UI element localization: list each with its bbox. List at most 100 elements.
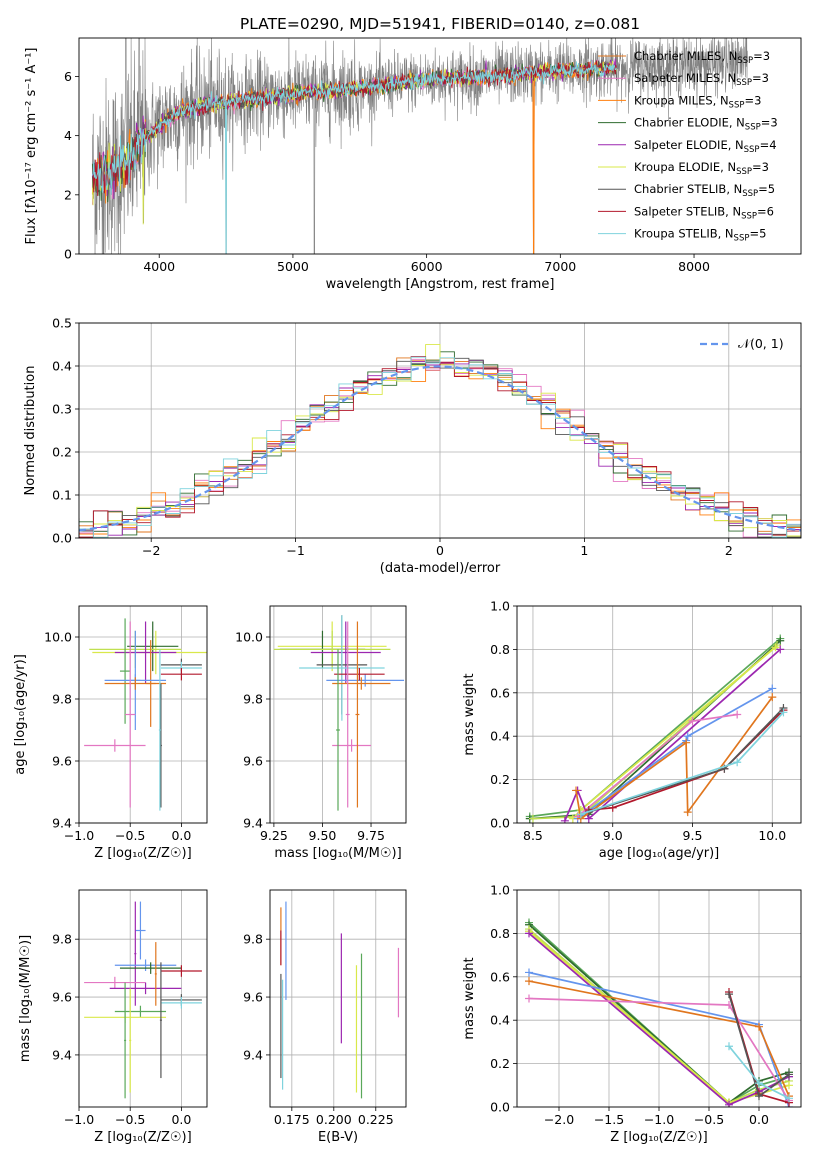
age_vs_mass-errorbar-point [332,739,372,752]
age_vs_mass-x-tick-label: 9.75 [357,828,385,843]
age_vs_mass-errorbar-point [345,621,350,808]
massweight_vs_Z-xlabel: Z [log₁₀(Z/Z☉)] [610,1130,707,1145]
age_vs_mass-y-tick-label: 9.8 [243,692,263,707]
massweight_vs_age-point-marker [576,810,585,819]
normal-curve [79,365,801,532]
age_vs_Z-frame [78,605,208,824]
age_vs_mass-errorbar-point [299,615,385,721]
massweight_vs_age-series-line [575,696,773,821]
age_vs_mass-x-tick-label: 9.50 [309,828,337,843]
legend-label-suffix: =3 [752,160,769,174]
legend-label-sub: SSP [737,56,753,66]
age_vs_mass-y-tick-label: 9.6 [243,754,263,769]
age_vs_mass-x-tick-label: 9.25 [260,828,288,843]
mass_vs_ebv-x-tick-label: 0.200 [316,1112,352,1127]
spectrum-legend-label: Chabrier ELODIE, NSSP=3 [634,116,778,133]
residuals-x-tick-label: 2 [725,543,733,558]
massweight_vs_Z-point-marker [785,1070,793,1079]
massweight_vs_Z-x-tick-label: −0.5 [694,1112,724,1127]
massweight_vs_Z-x-tick-label: 0.0 [749,1112,769,1127]
massweight_vs_Z-point-marker [525,968,533,977]
mass_vs_Z-errorbar-point [135,901,146,960]
residuals-x-tick-label: −2 [142,543,160,558]
mass_vs_Z-errorbar-point [160,997,202,1009]
age_vs_Z-y-tick-label: 10.0 [44,630,72,645]
residuals-legend-label: 𝒩(0, 1) [738,336,784,351]
residuals-xlabel: (data-model)/error [380,561,501,576]
massweight_vs_Z-point-marker [725,1042,733,1051]
massweight_vs_age-series-line [529,640,781,820]
age_vs_mass-errorbar-point [326,674,405,687]
mass_vs_Z-errorbar-point [154,942,157,1006]
spectrum-axes: 4000 5000 6000 7000 8000 0 2 4 6 wavelength [Angs… [24,38,778,292]
spectrum-x-tick-label: 7000 [544,259,576,274]
massweight_vs_age-x-tick-label: 9.0 [603,828,623,843]
age_vs_Z-errorbar-point [104,677,167,690]
spectrum-xlabel: wavelength [Angstrom, rest frame] [326,277,555,292]
residuals-y-tick-label: 0.4 [52,359,72,374]
massweight_vs_age-axes: 8.5 9.0 9.5 10.0 0.0 0.2 0.4 0.6 0.8 1.0 age [log₁… [462,599,801,861]
spectrum-x-tick-label: 8000 [678,259,710,274]
legend-label-text: Salpeter ELODIE, N [634,138,744,152]
age_vs_Z-x-tick-label: −0.5 [115,828,145,843]
mass_vs_Z-y-tick-label: 9.4 [52,1047,72,1062]
legend-label-text: Kroupa ELODIE, N [634,160,736,174]
spectrum-x-tick-label: 4000 [143,259,175,274]
massweight_vs_Z-point-marker [785,1094,793,1103]
age_vs_mass-errorbar-point [332,677,391,690]
massweight_vs_age-point-marker [768,693,777,702]
age_vs_mass-errorbar-point [355,621,360,808]
legend-label-sub: SSP [742,189,758,199]
legend-label-text: Chabrier STELIB, N [634,182,742,196]
legend-label-suffix: =3 [752,71,769,85]
residuals-y-tick-label: 0.2 [52,445,72,460]
age_vs_Z-x-tick-label: 0.0 [171,828,191,843]
mass_vs_Z-frame [78,889,208,1108]
residuals-ylabel: Normed distribution [23,366,38,496]
age_vs_mass-errorbar-point [334,668,385,681]
legend-label-text: Salpeter STELIB, N [634,204,741,218]
residuals-x-tick-label: 0 [436,543,444,558]
residual-histogram [79,356,801,538]
legend-label-sub: SSP [741,211,757,221]
legend-label-text: Kroupa STELIB, N [634,227,734,241]
mass_vs_ebv-frame [269,889,407,1108]
massweight_vs_Z-y-tick-label: 0.8 [490,926,510,941]
residuals-frame [78,322,802,539]
residual-histogram [79,356,801,538]
legend-label-text: Chabrier MILES, N [634,49,737,63]
mass_vs_ebv-y-tick-label: 9.6 [243,990,263,1005]
spectrum-frame [78,37,802,255]
mass_vs_Z-errorbar-point [114,959,177,972]
figure-title: PLATE=0290, MJD=51941, FIBERID=0140, z=0… [240,15,640,33]
mass_vs_ebv-y-tick-label: 9.4 [243,1047,263,1062]
mass_vs_Z-y-tick-label: 9.8 [52,932,72,947]
massweight_vs_age-y-tick-label: 0.6 [490,685,510,700]
mass_vs_Z-x-tick-label: −1.0 [64,1112,94,1127]
spectrum-legend-label: Chabrier MILES, NSSP=3 [634,49,770,66]
age_vs_mass-errorbar-point [336,649,340,811]
spectrum-y-tick-label: 2 [64,187,72,202]
massweight_vs_age-x-tick-label: 8.5 [523,828,543,843]
age_vs_mass-xlabel: mass [log₁₀(M/M☉)] [274,846,401,861]
massweight_vs_Z-y-tick-label: 0.6 [490,969,510,984]
spectrum-data-line [92,38,748,254]
spectrum-legend-label: Salpeter STELIB, NSSP=6 [634,204,774,221]
legend-label-suffix: =4 [760,138,777,152]
mass_vs_Z-errorbar-point [159,962,162,1079]
age_vs_Z-x-tick-label: −1.0 [64,828,94,843]
mass_vs_ebv-y-tick-label: 9.8 [243,932,263,947]
spectrum-x-tick-label: 5000 [277,259,309,274]
age_vs_mass-y-tick-label: 9.4 [243,816,263,831]
massweight_vs_Z-point-marker [785,1081,793,1090]
age_vs_Z-errorbar-point [119,618,131,724]
spectrum-y-tick-label: 0 [64,247,72,262]
spectrum-legend-label: Salpeter MILES, NSSP=3 [634,71,769,88]
massweight_vs_Z-point-marker [755,1022,763,1031]
mass_vs_Z-y-tick-label: 9.6 [52,990,72,1005]
mass_vs_Z-xlabel: Z [log₁₀(Z/Z☉)] [94,1130,191,1145]
legend-label-suffix: =5 [758,182,775,196]
age_vs_mass-y-tick-label: 10.0 [235,630,263,645]
